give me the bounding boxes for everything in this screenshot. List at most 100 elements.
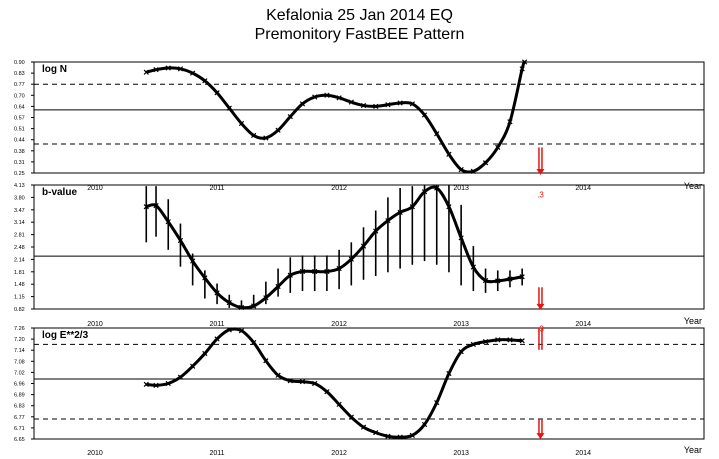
y-tick-label: 2.48: [14, 245, 25, 251]
data-point: [299, 379, 306, 385]
series-line: [146, 327, 523, 439]
x-tick-label: 2011: [210, 450, 225, 457]
y-tick-label: 1.15: [14, 295, 25, 301]
data-point: [348, 256, 354, 262]
data-point: [519, 338, 525, 344]
y-tick-label: 7.08: [14, 359, 25, 365]
x-tick-label: 2012: [331, 321, 347, 328]
data-point: [312, 268, 318, 275]
data-point: [214, 290, 220, 296]
data-point: [360, 243, 367, 249]
data-point: [190, 363, 196, 369]
data-point: [458, 235, 464, 241]
plot-frame-1: [33, 184, 705, 310]
y-tick-label: 6.83: [14, 404, 25, 410]
data-point: [251, 132, 257, 139]
x-tick-label: 2011: [210, 185, 225, 192]
alarm-label: .3: [537, 325, 544, 334]
data-point: [397, 100, 403, 106]
data-point: [434, 185, 440, 191]
data-point: [385, 217, 391, 224]
panel-label: log N: [42, 64, 67, 75]
y-tick-label: 0.82: [14, 307, 25, 313]
data-point: [434, 399, 440, 406]
data-point: [202, 350, 208, 357]
data-point: [495, 144, 501, 151]
y-tick-label: 6.71: [14, 426, 25, 432]
y-tick-label: 7.26: [14, 326, 25, 332]
y-tick-label: 0.31: [14, 160, 25, 166]
y-tick-label: 0.77: [14, 82, 25, 88]
data-point: [495, 278, 501, 284]
data-point: [482, 277, 489, 284]
chart-subtitle: Premonitory FastBEE Pattern: [254, 26, 465, 43]
data-point: [521, 59, 528, 65]
data-point: [143, 69, 149, 75]
data-point: [507, 276, 513, 282]
data-point: [287, 272, 293, 278]
alarm-arrow-icon: [536, 169, 545, 175]
data-point: [153, 67, 159, 73]
data-point: [324, 389, 330, 395]
x-axis-label: Year: [684, 181, 702, 191]
y-tick-label: 0.51: [14, 127, 25, 133]
data-point: [275, 372, 281, 378]
data-point: [421, 189, 428, 195]
data-point: [153, 202, 159, 209]
data-point: [360, 102, 367, 109]
y-tick-label: 2.14: [14, 257, 25, 263]
y-tick-label: 6.77: [14, 415, 25, 421]
panel-label: log E**2/3: [42, 330, 89, 341]
data-point: [299, 268, 306, 275]
data-point: [153, 382, 159, 388]
data-point: [458, 166, 464, 173]
data-point: [397, 209, 403, 215]
panel-label: b-value: [42, 187, 77, 198]
series-line: [145, 185, 523, 310]
x-tick-label: 2010: [87, 185, 103, 192]
y-tick-label: 6.96: [14, 382, 25, 388]
data-point: [360, 424, 367, 430]
y-tick-label: 7.02: [14, 370, 25, 376]
data-point: [373, 430, 379, 436]
y-tick-label: 6.65: [14, 437, 25, 443]
data-point: [202, 275, 208, 281]
data-point: [421, 112, 428, 118]
data-point: [263, 135, 269, 141]
y-tick-label: 0.44: [14, 138, 25, 144]
data-point: [324, 92, 330, 98]
x-tick-label: 2010: [87, 450, 103, 457]
x-tick-label: 2012: [331, 185, 347, 192]
x-tick-label: 2013: [453, 450, 469, 457]
data-point: [336, 95, 342, 101]
data-point: [312, 94, 318, 100]
data-point: [143, 204, 149, 210]
data-point: [263, 295, 269, 301]
data-point: [446, 370, 452, 377]
data-point: [482, 339, 489, 345]
y-tick-label: 6.89: [14, 393, 25, 399]
y-tick-label: 3.14: [14, 220, 25, 226]
data-point: [373, 228, 379, 234]
data-point: [143, 381, 149, 388]
data-point: [214, 90, 220, 96]
x-tick-label: 2014: [575, 185, 591, 192]
data-point: [336, 265, 342, 272]
data-point: [421, 421, 428, 428]
x-tick-label: 2013: [453, 185, 469, 192]
data-point: [275, 127, 281, 133]
plot-frame-0: [33, 61, 705, 174]
x-axis-label: Year: [684, 316, 702, 326]
data-point: [507, 119, 513, 125]
data-point: [299, 101, 306, 107]
data-point: [190, 70, 196, 76]
data-point: [409, 432, 415, 438]
alarm-arrow-icon: [536, 303, 545, 310]
data-point: [373, 103, 379, 110]
data-point: [251, 303, 257, 309]
data-point: [397, 434, 403, 440]
data-point: [226, 327, 232, 333]
y-tick-label: 3.47: [14, 208, 25, 214]
data-point: [177, 374, 184, 380]
